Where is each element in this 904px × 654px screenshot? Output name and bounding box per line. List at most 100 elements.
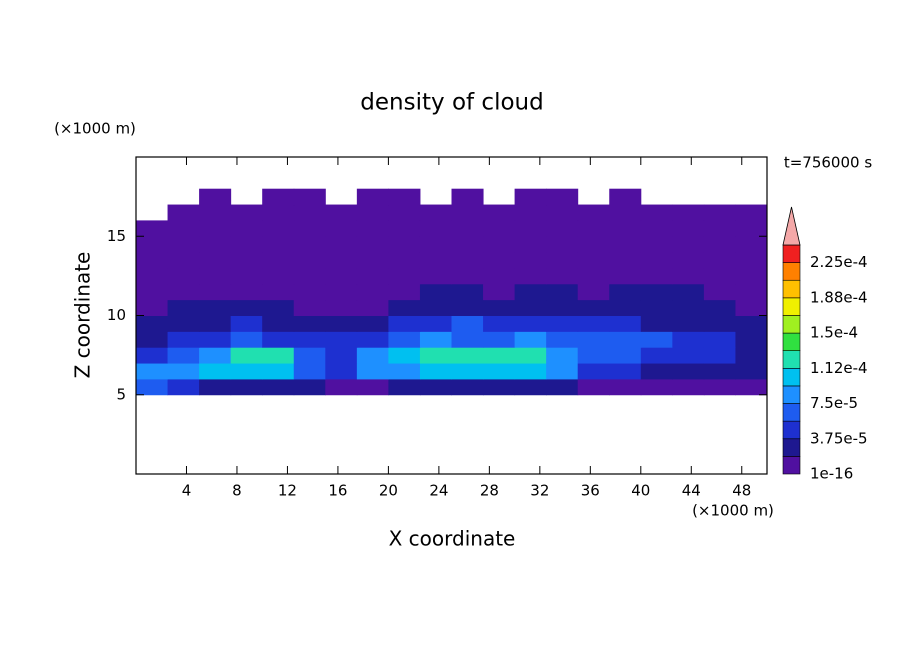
cell [514,283,547,301]
x-tick-label: 32 [530,482,549,500]
cell [546,204,579,221]
cell [514,204,547,221]
cell [546,315,579,332]
cell [640,315,673,332]
cell [514,188,547,206]
colorbar-label: 1.12e-4 [810,359,868,377]
cell [419,236,452,253]
cell [703,267,736,285]
cell [703,331,736,348]
cell [388,283,421,301]
cell [325,299,358,316]
cell [388,347,421,364]
cell [672,331,705,348]
cell [577,378,610,396]
cell [577,315,610,332]
cell [356,283,389,301]
colorbar-band [782,262,801,281]
cell [230,220,263,237]
cell [419,267,452,285]
colorbar-extend [782,206,801,246]
colorbar-band [782,279,801,299]
cell [735,315,768,332]
cell [546,283,579,301]
cell [199,267,232,285]
cell [640,252,673,269]
cell [483,315,516,332]
cell [356,204,389,221]
cell [640,378,673,396]
chart-title: density of cloud [360,90,543,116]
cell [293,220,326,237]
cell [167,267,200,285]
cell [262,267,295,285]
cell [451,331,484,348]
cell [672,204,705,221]
cell [419,204,452,221]
cell [609,331,642,348]
cell [325,315,358,332]
colorbar-band [782,456,801,475]
cell [293,331,326,348]
cell [262,378,295,396]
cell [735,331,768,348]
cell [483,236,516,253]
colorbar-label: 2.25e-4 [810,253,868,271]
cell [514,331,547,348]
cell [419,283,452,301]
x-axis-label: X coordinate [389,527,516,551]
cell [546,378,579,396]
cell [735,252,768,269]
cell [356,236,389,253]
colorbar-band [782,368,801,387]
cell [262,283,295,301]
cell [325,378,358,396]
cell [388,331,421,348]
cell [262,252,295,269]
cell [419,315,452,332]
cell [293,236,326,253]
cell [167,220,200,237]
cell [230,252,263,269]
x-tick-label: 20 [379,482,398,500]
cell [325,204,358,221]
cell [356,267,389,285]
cell [609,252,642,269]
cell [167,378,200,396]
cell [388,204,421,221]
cell [703,347,736,364]
cell [546,347,579,364]
cell [703,204,736,221]
cell [451,267,484,285]
cell [672,236,705,253]
cell [199,236,232,253]
cell [199,331,232,348]
cell [167,331,200,348]
cell [546,363,579,380]
colorbar-label: 1e-16 [810,465,853,483]
cell [451,252,484,269]
cell [230,378,263,396]
cell [293,363,326,380]
time-label: t=756000 s [784,154,872,172]
cell [640,236,673,253]
cell [230,347,263,364]
cell [703,236,736,253]
cell [609,267,642,285]
cell [577,331,610,348]
cell [609,315,642,332]
cell [388,299,421,316]
colorbar-label: 3.75e-5 [810,429,868,447]
cell [419,299,452,316]
cell [356,252,389,269]
cell [735,378,768,396]
cell [325,363,358,380]
cell [136,267,169,285]
cell [546,299,579,316]
cell [577,220,610,237]
cell [483,299,516,316]
cell [577,347,610,364]
cell [199,299,232,316]
cell [199,378,232,396]
cell [451,347,484,364]
